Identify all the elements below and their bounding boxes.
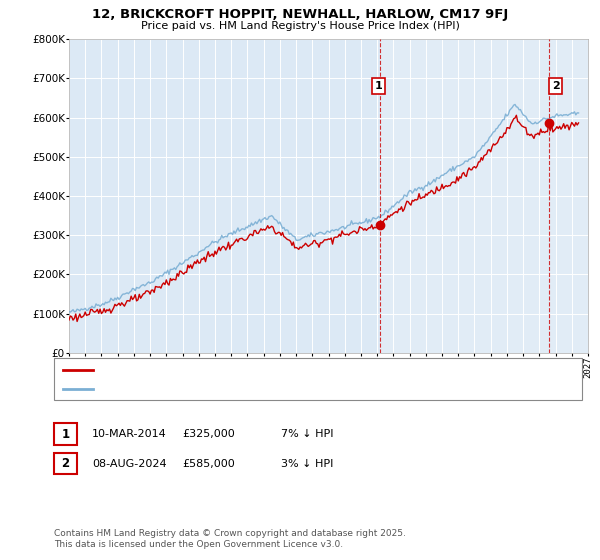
Text: 2: 2 <box>61 457 70 470</box>
Text: £325,000: £325,000 <box>182 429 235 439</box>
Text: £585,000: £585,000 <box>182 459 235 469</box>
Text: 1: 1 <box>61 427 70 441</box>
Text: 12, BRICKCROFT HOPPIT, NEWHALL, HARLOW, CM17 9FJ (detached house): 12, BRICKCROFT HOPPIT, NEWHALL, HARLOW, … <box>97 365 484 375</box>
Text: 3% ↓ HPI: 3% ↓ HPI <box>281 459 333 469</box>
Text: 12, BRICKCROFT HOPPIT, NEWHALL, HARLOW, CM17 9FJ: 12, BRICKCROFT HOPPIT, NEWHALL, HARLOW, … <box>92 8 508 21</box>
Text: 08-AUG-2024: 08-AUG-2024 <box>92 459 166 469</box>
Text: Price paid vs. HM Land Registry's House Price Index (HPI): Price paid vs. HM Land Registry's House … <box>140 21 460 31</box>
Text: 10-MAR-2014: 10-MAR-2014 <box>92 429 167 439</box>
Text: Contains HM Land Registry data © Crown copyright and database right 2025.
This d: Contains HM Land Registry data © Crown c… <box>54 529 406 549</box>
Bar <box>380 39 588 353</box>
Text: 7% ↓ HPI: 7% ↓ HPI <box>281 429 334 439</box>
Text: 1: 1 <box>375 81 382 91</box>
Text: 2: 2 <box>552 81 560 91</box>
Text: HPI: Average price, detached house, Harlow: HPI: Average price, detached house, Harl… <box>97 384 326 394</box>
